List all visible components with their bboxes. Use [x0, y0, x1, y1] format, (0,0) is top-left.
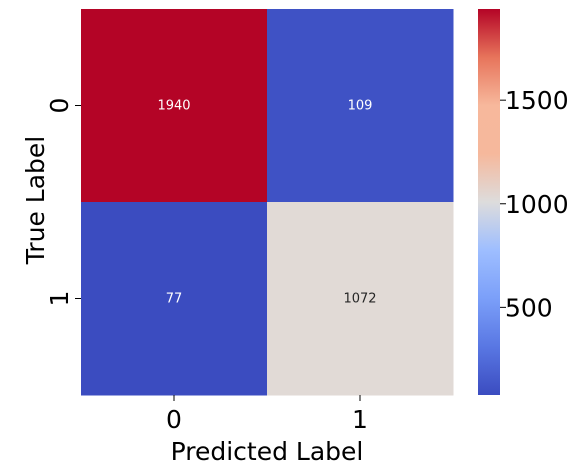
heatmap-cell-r0-c1	[267, 9, 454, 203]
colorbar-tick-label-1: 1000	[505, 190, 569, 219]
cell-value-r1-c1: 1072	[343, 292, 376, 307]
x-tick-label-0: 0	[166, 405, 182, 434]
cell-value-r0-c1: 109	[348, 99, 373, 114]
colorbar-tick-label-2: 1500	[505, 86, 569, 115]
heatmap-cell-r0-c0	[81, 9, 268, 203]
y-axis-label: True Label	[21, 136, 50, 266]
heatmap-cells	[81, 9, 454, 396]
heatmap-cell-r1-c0	[81, 202, 268, 396]
y-axis-ticks: 01	[45, 98, 81, 307]
cell-value-r1-c0: 77	[166, 292, 183, 307]
colorbar	[478, 9, 500, 395]
colorbar-tick-label-0: 500	[505, 293, 553, 322]
colorbar-ticks: 500 1000 1500	[500, 86, 569, 322]
y-tick-label-1: 1	[45, 291, 74, 307]
x-tick-label-1: 1	[352, 405, 368, 434]
cell-value-r0-c0: 1940	[157, 99, 190, 114]
heatmap-cell-r1-c1	[267, 202, 454, 396]
x-axis-label: Predicted Label	[171, 437, 364, 466]
heatmap-cell-labels: 1940 109 77 1072	[157, 99, 376, 307]
y-tick-label-0: 0	[45, 98, 74, 114]
